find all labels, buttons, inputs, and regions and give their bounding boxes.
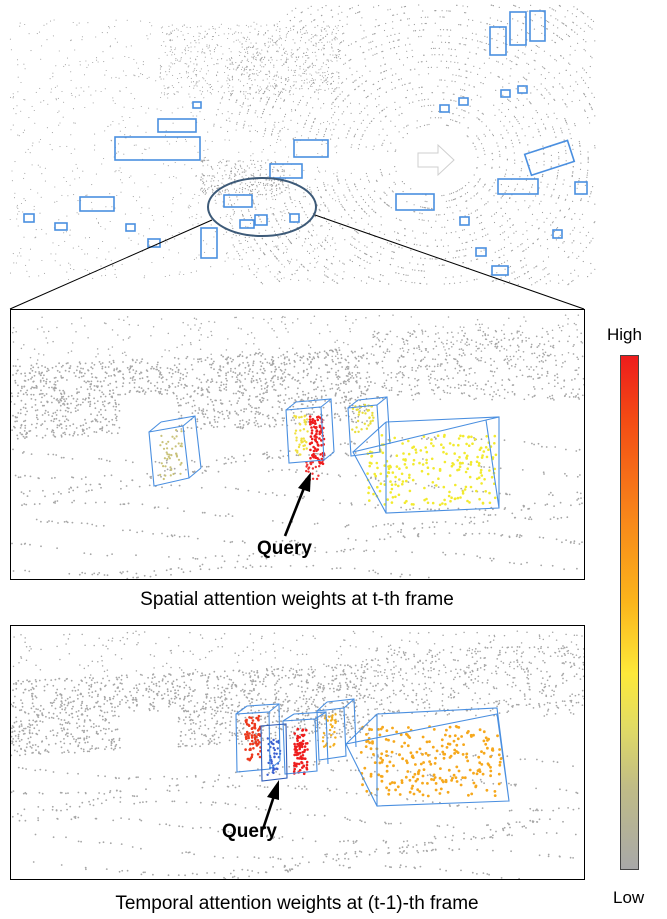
bev-box xyxy=(552,229,563,239)
bev-overview xyxy=(9,4,596,286)
zoom-line-left xyxy=(9,219,213,310)
temporal-background-points xyxy=(11,630,584,879)
zoom-region-ellipse xyxy=(207,177,317,237)
bev-box xyxy=(523,139,576,177)
spatial-query-label: Query xyxy=(257,538,312,559)
bev-box xyxy=(289,213,300,223)
zoom-connectors xyxy=(9,214,585,310)
box-large xyxy=(345,707,510,807)
bev-box xyxy=(192,101,202,109)
box-large xyxy=(352,416,500,514)
temporal-attention-points xyxy=(244,713,503,798)
bev-box xyxy=(114,136,201,161)
bev-box xyxy=(491,265,509,276)
box-prev-frame xyxy=(260,723,288,782)
query-arrow xyxy=(261,795,276,830)
temporal-attention-panel: Query xyxy=(10,625,585,880)
colorbar-low-label: Low xyxy=(613,888,645,907)
bev-box xyxy=(254,214,268,226)
bev-box xyxy=(475,247,487,257)
bev-box xyxy=(125,223,136,232)
spatial-caption: Spatial attention weights at t-th frame xyxy=(140,589,454,610)
box-query xyxy=(285,398,335,464)
bev-box xyxy=(574,181,588,195)
bev-box xyxy=(293,139,329,158)
bev-box xyxy=(395,193,435,211)
spatial-attention-points xyxy=(159,403,498,507)
bev-box xyxy=(459,216,470,226)
box-mid xyxy=(347,396,391,457)
bev-box xyxy=(489,26,507,56)
spatial-boxes xyxy=(148,396,500,514)
box-left xyxy=(235,703,281,773)
colorbar-high-label: High xyxy=(607,325,642,344)
bev-box xyxy=(458,97,469,106)
bev-box xyxy=(439,104,450,113)
temporal-boxes xyxy=(235,698,510,807)
bev-box xyxy=(497,178,539,195)
box-mid xyxy=(316,698,357,761)
bev-boxes xyxy=(23,10,588,276)
bev-box xyxy=(500,89,511,98)
spatial-scene xyxy=(11,314,584,579)
temporal-scene xyxy=(11,630,584,879)
query-arrowhead-icon xyxy=(267,780,279,800)
bev-box xyxy=(509,11,527,46)
bev-point-cloud xyxy=(9,4,596,286)
ego-arrow-icon xyxy=(417,143,455,177)
spatial-attention-panel: Query xyxy=(10,309,585,580)
bev-box xyxy=(23,213,35,223)
bev-box xyxy=(239,219,255,229)
bev-box xyxy=(79,196,115,212)
attention-colorbar xyxy=(620,355,639,870)
bev-box xyxy=(517,85,528,94)
query-arrow xyxy=(283,487,306,537)
spatial-background-points xyxy=(11,314,584,579)
temporal-query-label: Query xyxy=(222,821,277,842)
zoom-line-right xyxy=(314,214,585,310)
bev-box xyxy=(529,10,546,42)
temporal-caption: Temporal attention weights at (t-1)-th f… xyxy=(115,893,479,914)
bev-box xyxy=(157,118,197,133)
box-small-left xyxy=(148,415,202,487)
bev-box xyxy=(54,222,68,231)
box-query-center xyxy=(282,711,329,775)
query-arrowhead-icon xyxy=(298,472,311,492)
bev-box xyxy=(200,227,218,259)
bev-box xyxy=(223,194,253,208)
bev-box xyxy=(269,163,303,179)
